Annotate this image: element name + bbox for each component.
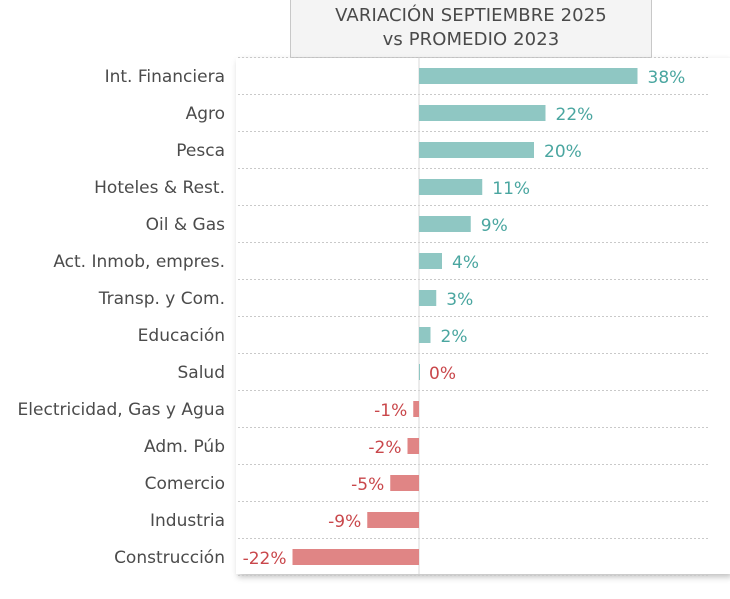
value-label: 3% — [446, 290, 473, 310]
bar — [419, 142, 534, 158]
value-label: 2% — [441, 327, 468, 347]
value-label: 9% — [481, 216, 508, 236]
bar — [419, 364, 420, 380]
category-label: Educación — [138, 326, 225, 346]
bar — [419, 253, 442, 269]
category-label: Act. Inmob, empres. — [53, 252, 225, 272]
value-label: -2% — [368, 438, 401, 458]
category-label: Agro — [186, 104, 225, 124]
value-label: 4% — [452, 253, 479, 273]
bar — [419, 216, 471, 232]
category-label: Transp. y Com. — [98, 289, 225, 309]
value-label: -22% — [243, 549, 287, 569]
chart-title-line-1: VARIACIÓN SEPTIEMBRE 2025 — [335, 5, 607, 26]
category-label: Hoteles & Rest. — [94, 178, 225, 198]
value-label: 11% — [492, 179, 530, 199]
value-label: 20% — [544, 142, 582, 162]
category-label: Adm. Púb — [144, 437, 225, 457]
bar — [367, 512, 419, 528]
category-label: Construcción — [114, 548, 225, 568]
bar — [419, 327, 431, 343]
category-label: Electricidad, Gas y Agua — [18, 400, 225, 420]
bar — [419, 105, 546, 121]
value-label: -9% — [328, 512, 361, 532]
bar — [292, 549, 419, 565]
chart-title-box: VARIACIÓN SEPTIEMBRE 2025 vs PROMEDIO 20… — [290, 0, 652, 58]
chart-title-line-2: vs PROMEDIO 2023 — [382, 29, 560, 50]
value-label: 38% — [648, 68, 686, 88]
bar — [419, 68, 638, 84]
bar — [390, 475, 419, 491]
bar — [407, 438, 419, 454]
bar — [419, 290, 437, 306]
value-label: 0% — [429, 364, 456, 384]
category-label: Int. Financiera — [105, 67, 225, 87]
value-label: -5% — [351, 475, 384, 495]
category-label: Comercio — [145, 474, 225, 494]
category-label: Pesca — [176, 141, 225, 161]
value-label: -1% — [374, 401, 407, 421]
category-label: Oil & Gas — [146, 215, 225, 235]
bar — [413, 401, 419, 417]
bar — [419, 179, 483, 195]
category-label: Industria — [150, 511, 225, 531]
value-label: 22% — [556, 105, 594, 125]
category-label: Salud — [178, 363, 226, 383]
